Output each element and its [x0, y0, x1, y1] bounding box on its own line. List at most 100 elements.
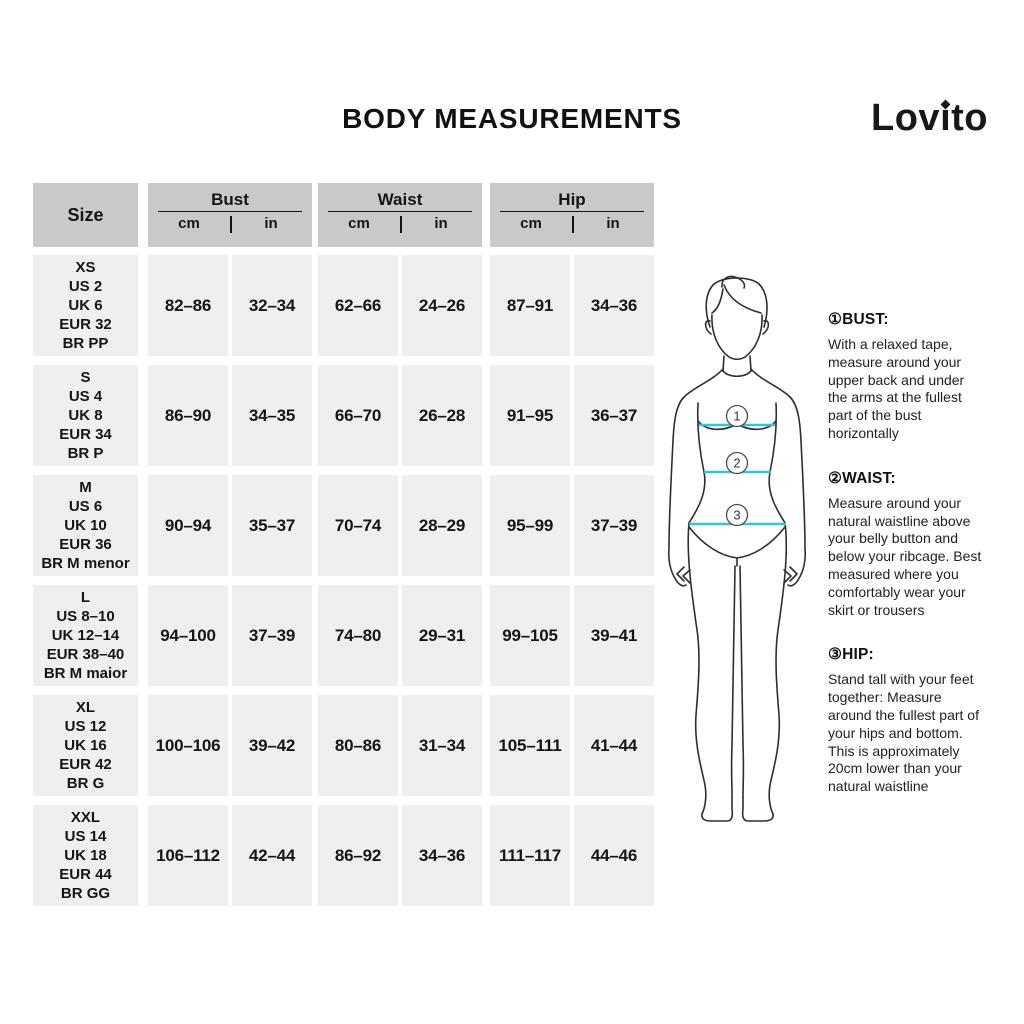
hip-cm-value: 105–111 — [490, 695, 570, 796]
figure-leg-left-inner — [730, 565, 736, 798]
bust-cm-value: 82–86 — [148, 255, 228, 356]
bust-instruction: ①BUST: With a relaxed tape, measure arou… — [828, 310, 1010, 443]
size-cell: L US 8–10 UK 12–14 EUR 38–40 BR M maior — [33, 585, 138, 686]
hip-in-value: 36–37 — [574, 365, 654, 466]
logo-text-post: to — [951, 97, 988, 139]
bust-marker-number: 1 — [733, 409, 740, 424]
hip-marker-circle — [725, 503, 749, 527]
hip-cm-label: cm — [520, 215, 542, 232]
hip-in-label: in — [606, 215, 620, 232]
hip-column-header: Hip cm in — [490, 183, 654, 247]
hip-in-value: 37–39 — [574, 475, 654, 576]
bust-cm-value: 100–106 — [148, 695, 228, 796]
hip-label: Hip — [558, 190, 586, 209]
table-row-xl: XL US 12 UK 16 EUR 42 BR G 100–106 39–42… — [33, 695, 654, 796]
waist-in-value: 31–34 — [402, 695, 482, 796]
bust-in-value: 39–42 — [232, 695, 312, 796]
size-cell: XXL US 14 UK 18 EUR 44 BR GG — [33, 805, 138, 906]
size-cell: S US 4 UK 8 EUR 34 BR P — [33, 365, 138, 466]
hip-instruction-heading: ③HIP: — [828, 646, 874, 664]
bust-in-value: 34–35 — [232, 365, 312, 466]
hip-in-value: 44–46 — [574, 805, 654, 906]
figure-hand-left — [676, 566, 691, 584]
waist-column-header: Waist cm in — [318, 183, 482, 247]
bust-marker-circle — [725, 404, 749, 428]
size-cell: M US 6 UK 10 EUR 36 BR M menor — [33, 475, 138, 576]
size-cell: XL US 12 UK 16 EUR 42 BR G — [33, 695, 138, 796]
waist-cm-value: 80–86 — [318, 695, 398, 796]
figure-torso-left — [688, 402, 706, 524]
figure-ear-left — [704, 319, 712, 335]
bust-cm-value: 106–112 — [148, 805, 228, 906]
bust-in-value: 42–44 — [232, 805, 312, 906]
bust-cm-value: 86–90 — [148, 365, 228, 466]
bust-in-value: 35–37 — [232, 475, 312, 576]
header-divider — [572, 216, 574, 233]
waist-in-value: 34–36 — [402, 805, 482, 906]
waist-cm-label: cm — [348, 215, 370, 232]
header-divider — [400, 216, 402, 233]
hip-instruction-body: Stand tall with your feet together: Meas… — [828, 671, 979, 795]
waist-in-value: 29–31 — [402, 585, 482, 686]
bust-column-header: Bust cm in — [148, 183, 312, 247]
hip-cm-value: 95–99 — [490, 475, 570, 576]
bust-in-value: 32–34 — [232, 255, 312, 356]
measurement-instructions: ①BUST: With a relaxed tape, measure arou… — [828, 310, 1010, 822]
size-table: Size Bust cm in Waist cm in — [33, 183, 654, 915]
table-row-xxl: XXL US 14 UK 18 EUR 44 BR GG 106–112 42–… — [33, 805, 654, 906]
table-row-l: L US 8–10 UK 12–14 EUR 38–40 BR M maior … — [33, 585, 654, 686]
waist-marker-circle — [725, 451, 749, 475]
figure-foot-right — [741, 796, 774, 822]
bust-cm-value: 90–94 — [148, 475, 228, 576]
hip-in-value: 34–36 — [574, 255, 654, 356]
table-row-s: S US 4 UK 8 EUR 34 BR P 86–90 34–35 66–7… — [33, 365, 654, 466]
figure-hair-fringe — [711, 288, 724, 314]
waist-cm-value: 62–66 — [318, 255, 398, 356]
figure-leg-right-inner — [739, 565, 745, 798]
waist-cm-value: 86–92 — [318, 805, 398, 906]
body-figure-illustration: 1 2 3 — [667, 275, 807, 822]
figure-face — [711, 314, 763, 361]
size-column-header: Size — [33, 183, 138, 247]
hip-cm-value: 91–95 — [490, 365, 570, 466]
waist-label: Waist — [377, 190, 423, 209]
page-title: BODY MEASUREMENTS — [342, 103, 682, 134]
table-row-m: M US 6 UK 10 EUR 36 BR M menor 90–94 35–… — [33, 475, 654, 576]
logo-diamond-i: ı — [940, 97, 952, 139]
bust-cm-label: cm — [178, 215, 200, 232]
figure-collar — [722, 370, 752, 378]
bust-cm-value: 94–100 — [148, 585, 228, 686]
figure-foot-left — [701, 796, 734, 822]
logo-text-pre: Lov — [871, 97, 941, 139]
figure-torso-right — [768, 402, 786, 524]
hip-marker-number: 3 — [733, 508, 740, 523]
waist-instruction: ②WAIST: Measure around your natural wais… — [828, 469, 1010, 620]
figure-neck — [722, 355, 752, 372]
bust-in-value: 37–39 — [232, 585, 312, 686]
figure-ear-right — [762, 319, 770, 335]
figure-hair-bun — [721, 275, 746, 289]
figure-hair — [705, 277, 768, 328]
waist-instruction-heading: ②WAIST: — [828, 469, 896, 487]
waist-instruction-body: Measure around your natural waistline ab… — [828, 494, 982, 618]
figure-leg-right-outer — [768, 522, 788, 815]
hip-in-value: 41–44 — [574, 695, 654, 796]
hip-cm-value: 111–117 — [490, 805, 570, 906]
waist-in-value: 24–26 — [402, 255, 482, 356]
waist-cm-value: 66–70 — [318, 365, 398, 466]
figure-leg-left-outer — [687, 522, 707, 815]
figure-hair-sweep — [723, 284, 762, 314]
waist-in-label: in — [434, 215, 448, 232]
figure-hand-right — [783, 566, 798, 584]
waist-in-value: 26–28 — [402, 365, 482, 466]
bust-instruction-heading: ①BUST: — [828, 311, 889, 328]
bust-instruction-body: With a relaxed tape, measure around your… — [828, 336, 965, 441]
figure-bikini-line — [688, 526, 786, 567]
figure-arm-right — [750, 368, 807, 587]
table-header-row: Size Bust cm in Waist cm in — [33, 183, 654, 247]
header-rule — [328, 211, 472, 212]
header-divider — [230, 216, 232, 233]
header-rule — [158, 211, 302, 212]
bust-in-label: in — [264, 215, 278, 232]
